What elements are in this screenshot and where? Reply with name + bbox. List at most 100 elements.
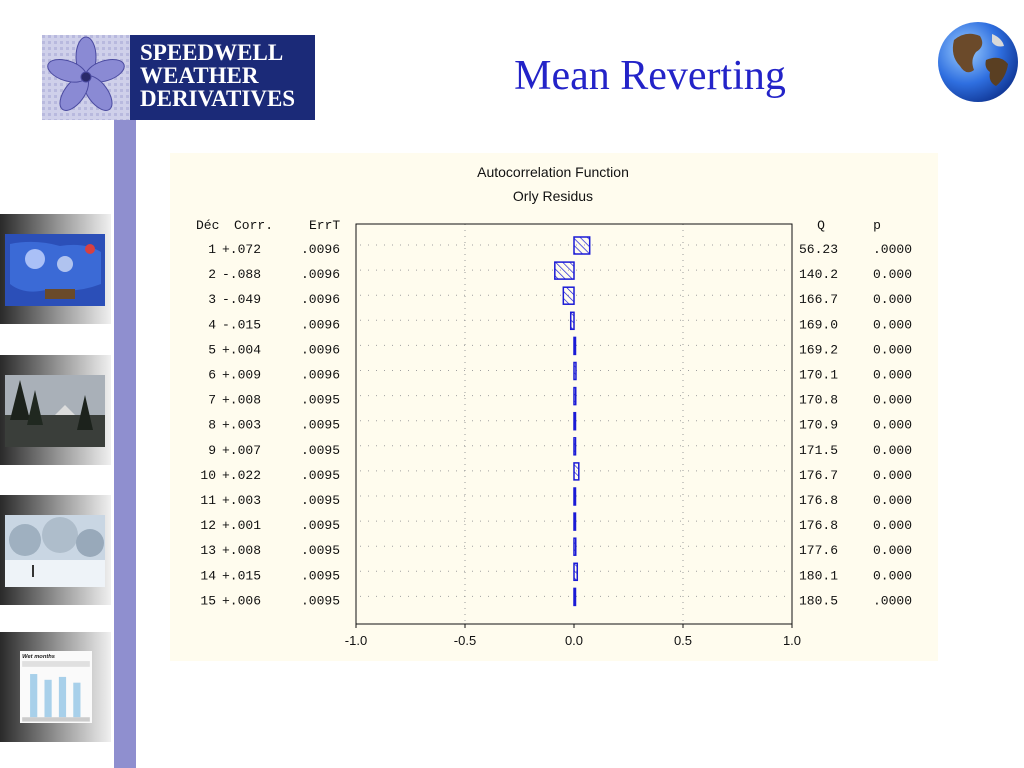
chart-subtitle: Orly Residus bbox=[513, 188, 593, 204]
slide-title: Mean Reverting bbox=[514, 53, 786, 99]
weather-map-thumbnail bbox=[0, 214, 111, 324]
wet-months-chart-thumbnail: Wet months bbox=[0, 632, 111, 742]
logo-line-1: SPEEDWELL bbox=[140, 40, 284, 65]
cell-p: 0.000 bbox=[873, 317, 912, 332]
logo-line-3: DERIVATIVES bbox=[140, 86, 296, 111]
cell-p: 0.000 bbox=[873, 468, 912, 483]
cell-q: 169.2 bbox=[799, 342, 838, 357]
cell-lag: 2 bbox=[208, 267, 216, 282]
cell-corr: -.015 bbox=[222, 317, 261, 332]
cell-lag: 3 bbox=[208, 292, 216, 307]
snow-scene-thumbnail bbox=[0, 495, 111, 605]
header-p: p bbox=[873, 218, 881, 233]
cell-p: 0.000 bbox=[873, 543, 912, 558]
x-tick-label: -0.5 bbox=[454, 633, 476, 648]
cell-q: 170.8 bbox=[799, 393, 838, 408]
chart-title: Autocorrelation Function bbox=[477, 164, 629, 180]
cell-err: .0095 bbox=[301, 493, 340, 508]
cell-err: .0095 bbox=[301, 518, 340, 533]
acf-bar bbox=[569, 311, 575, 331]
acf-bar bbox=[573, 386, 577, 406]
logo-text: SPEEDWELL WEATHER DERIVATIVES bbox=[140, 41, 295, 110]
left-accent-bar bbox=[114, 120, 136, 768]
cell-q: 176.8 bbox=[799, 493, 838, 508]
cell-err: .0095 bbox=[301, 443, 340, 458]
cell-p: 0.000 bbox=[873, 443, 912, 458]
cell-p: .0000 bbox=[873, 242, 912, 257]
globe-icon bbox=[936, 20, 1020, 104]
header-corr: Corr. bbox=[234, 218, 273, 233]
acf-bar bbox=[573, 411, 577, 431]
cell-corr: +.001 bbox=[222, 518, 261, 533]
weather-map-image bbox=[5, 234, 105, 306]
cell-corr: +.008 bbox=[222, 543, 261, 558]
wet-months-label: Wet months bbox=[22, 654, 55, 660]
cell-q: 180.1 bbox=[799, 568, 838, 583]
acf-chart-panel: Autocorrelation Function Orly Residus Dé… bbox=[170, 153, 938, 661]
cell-corr: +.008 bbox=[222, 393, 261, 408]
cell-q: 169.0 bbox=[799, 317, 838, 332]
x-tick-label: 0.0 bbox=[565, 633, 583, 648]
acf-chart: Autocorrelation Function Orly Residus Dé… bbox=[196, 164, 912, 648]
cell-p: 0.000 bbox=[873, 292, 912, 307]
cell-p: 0.000 bbox=[873, 342, 912, 357]
x-tick-label: 1.0 bbox=[783, 633, 801, 648]
acf-bar bbox=[562, 286, 575, 305]
cell-corr: -.088 bbox=[222, 267, 261, 282]
cell-lag: 14 bbox=[200, 568, 216, 583]
cell-q: 166.7 bbox=[799, 292, 838, 307]
cell-corr: +.006 bbox=[222, 593, 261, 608]
cell-p: 0.000 bbox=[873, 418, 912, 433]
cell-err: .0095 bbox=[301, 418, 340, 433]
cell-err: .0096 bbox=[301, 242, 340, 257]
cell-q: 170.1 bbox=[799, 368, 838, 383]
cell-err: .0095 bbox=[301, 593, 340, 608]
cell-err: .0095 bbox=[301, 468, 340, 483]
x-axis-ticks: -1.0 -0.5 0.0 0.5 1.0 bbox=[345, 624, 801, 648]
cell-err: .0096 bbox=[301, 342, 340, 357]
cell-lag: 8 bbox=[208, 418, 216, 433]
cell-corr: +.015 bbox=[222, 568, 261, 583]
cell-lag: 5 bbox=[208, 342, 216, 357]
cell-p: 0.000 bbox=[873, 493, 912, 508]
cell-corr: -.049 bbox=[222, 292, 261, 307]
chart-rows: 1 +.072 .0096 56.23 .0000 2 -.088 .0096 140.2 0.0… bbox=[200, 236, 912, 608]
wet-months-image: Wet months bbox=[20, 651, 92, 723]
cell-corr: +.003 bbox=[222, 493, 261, 508]
cell-err: .0096 bbox=[301, 317, 340, 332]
cell-err: .0096 bbox=[301, 368, 340, 383]
logo-line-2: WEATHER bbox=[140, 63, 259, 88]
x-tick-label: 0.5 bbox=[674, 633, 692, 648]
cell-p: 0.000 bbox=[873, 267, 912, 282]
x-tick-label: -1.0 bbox=[345, 633, 367, 648]
cell-err: .0095 bbox=[301, 543, 340, 558]
acf-bar bbox=[573, 562, 579, 582]
speedwell-logo: SPEEDWELL WEATHER DERIVATIVES bbox=[42, 35, 315, 120]
acf-bar bbox=[573, 336, 577, 356]
cell-q: 170.9 bbox=[799, 418, 838, 433]
cell-lag: 1 bbox=[208, 242, 216, 257]
cell-corr: +.004 bbox=[222, 342, 261, 357]
cell-corr: +.003 bbox=[222, 418, 261, 433]
header-err: ErrT bbox=[309, 218, 340, 233]
cell-lag: 10 bbox=[200, 468, 216, 483]
cell-p: 0.000 bbox=[873, 518, 912, 533]
cell-err: .0095 bbox=[301, 568, 340, 583]
acf-bar bbox=[573, 361, 577, 381]
flower-logo-icon bbox=[42, 35, 130, 120]
cell-lag: 12 bbox=[200, 518, 216, 533]
cell-lag: 13 bbox=[200, 543, 216, 558]
cell-q: 171.5 bbox=[799, 443, 838, 458]
cell-q: 176.8 bbox=[799, 518, 838, 533]
cell-lag: 15 bbox=[200, 593, 216, 608]
acf-bar bbox=[573, 462, 580, 481]
snow-scene-image bbox=[5, 515, 105, 587]
trees-image bbox=[5, 375, 105, 447]
acf-bar bbox=[573, 236, 591, 255]
cell-p: 0.000 bbox=[873, 368, 912, 383]
cell-q: 140.2 bbox=[799, 267, 838, 282]
acf-bar bbox=[554, 261, 575, 280]
cell-err: .0096 bbox=[301, 292, 340, 307]
cell-corr: +.072 bbox=[222, 242, 261, 257]
acf-bar bbox=[573, 512, 577, 531]
